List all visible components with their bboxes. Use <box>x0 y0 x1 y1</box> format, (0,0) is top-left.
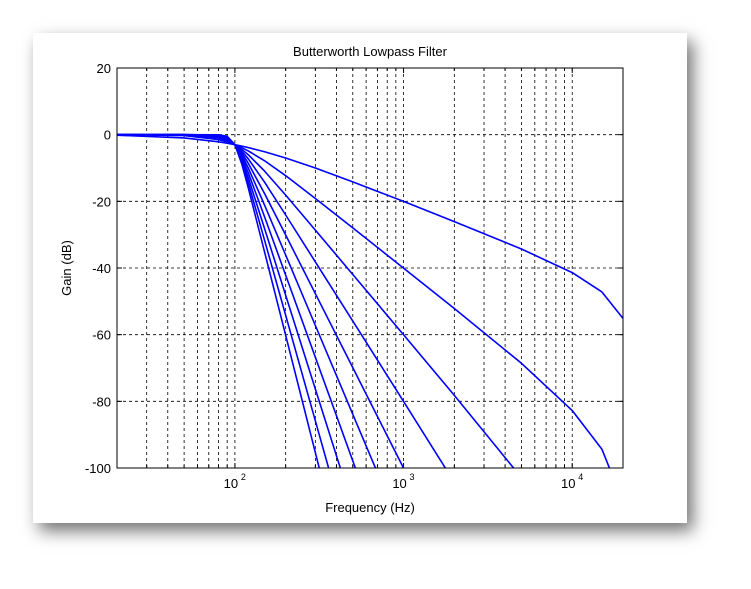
x-tick-exponent: 3 <box>410 472 415 482</box>
chart-title: Butterworth Lowpass Filter <box>293 44 448 59</box>
axes-frame <box>116 67 624 469</box>
y-axis-label: Gain (dB) <box>59 240 74 296</box>
series-line-1 <box>117 134 623 319</box>
y-tick-label: 0 <box>104 128 111 143</box>
x-tick-exponent: 2 <box>241 472 246 482</box>
figure-card <box>33 33 687 523</box>
x-tick-exponent: 4 <box>578 472 583 482</box>
y-tick-label: 20 <box>97 61 111 76</box>
y-tick-label: -20 <box>92 194 111 209</box>
series-line-3 <box>117 133 515 468</box>
x-tick-label: 10 <box>392 476 406 491</box>
series-line-2 <box>117 133 611 468</box>
y-tick-label: -60 <box>92 328 111 343</box>
series-line-10 <box>117 133 321 468</box>
x-axis-label: Frequency (Hz) <box>325 500 415 515</box>
series-line-7 <box>117 133 357 468</box>
x-tick-label: 10 <box>561 476 575 491</box>
y-tick-label: -80 <box>92 394 111 409</box>
plot-area <box>117 133 623 468</box>
x-tick-label: 10 <box>224 476 238 491</box>
y-tick-label: -40 <box>92 261 111 276</box>
grid <box>117 68 623 468</box>
y-tick-label: -100 <box>85 461 111 476</box>
